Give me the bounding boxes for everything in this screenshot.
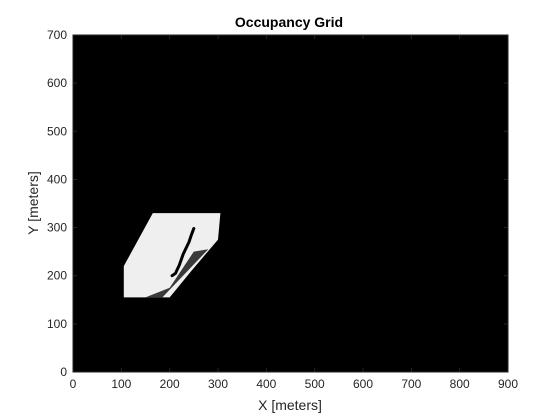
- trajectory: [170, 227, 196, 278]
- y-tick-label: 200: [47, 269, 67, 283]
- y-tick-label: 500: [47, 124, 67, 138]
- x-tick-label: 100: [111, 377, 131, 391]
- x-tick-label: 700: [401, 377, 421, 391]
- x-tick-label: 400: [256, 377, 276, 391]
- x-tick-label: 200: [160, 377, 180, 391]
- x-axis-ticks: 0 100 200 300 400 500 600 700 800 900: [70, 35, 518, 391]
- x-tick-label: 600: [353, 377, 373, 391]
- plot-area: [73, 35, 508, 372]
- y-axis-label: Y [meters]: [25, 171, 41, 235]
- y-tick-label: 300: [47, 221, 67, 235]
- x-tick-label: 800: [450, 377, 470, 391]
- x-tick-label: 900: [498, 377, 518, 391]
- y-tick-label: 700: [47, 28, 67, 42]
- path-line: [170, 227, 196, 278]
- grid-regions: [123, 213, 221, 298]
- y-tick-label: 100: [47, 317, 67, 331]
- x-axis-label: X [meters]: [258, 397, 322, 413]
- x-tick-label: 300: [208, 377, 228, 391]
- y-tick-label: 0: [60, 365, 67, 379]
- x-tick-label: 0: [70, 377, 77, 391]
- y-tick-label: 400: [47, 172, 67, 186]
- x-tick-label: 500: [305, 377, 325, 391]
- chart-title: Occupancy Grid: [235, 14, 343, 30]
- axes-box: [72, 34, 509, 373]
- free-space-region: [123, 213, 221, 298]
- y-axis-ticks: 0 100 200 300 400 500 600 700: [47, 28, 508, 379]
- y-tick-label: 600: [47, 76, 67, 90]
- uncertain-shadow-region: [145, 249, 209, 298]
